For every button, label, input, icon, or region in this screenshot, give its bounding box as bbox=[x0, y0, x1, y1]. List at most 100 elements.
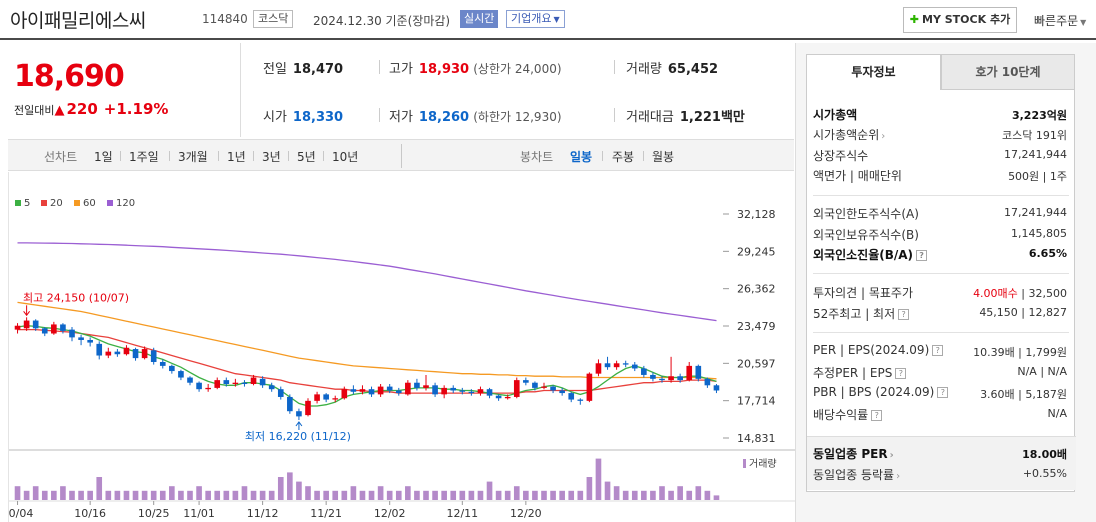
sector-per-row: 동일업종 PER › 18.00배 bbox=[813, 447, 1067, 461]
candle-body bbox=[314, 394, 320, 401]
x-tick-label: 12/20 bbox=[510, 507, 542, 520]
volume-bar bbox=[513, 486, 520, 500]
tab-hoga-10[interactable]: 호가 10단계 bbox=[941, 54, 1075, 90]
candle-monthly[interactable]: 월봉 bbox=[652, 150, 675, 164]
help-icon[interactable]: ? bbox=[898, 309, 910, 320]
period-1year[interactable]: 1년 bbox=[227, 150, 246, 164]
period-3month[interactable]: 3개월 bbox=[178, 150, 208, 164]
volume-bar bbox=[169, 486, 175, 500]
y-tick-label: 26,362 bbox=[737, 283, 776, 296]
candle-body bbox=[141, 349, 148, 359]
candle-body bbox=[268, 385, 275, 390]
candle-body bbox=[214, 380, 221, 388]
market-cap-rank-row[interactable]: 시가총액순위 › 코스닥 191위 bbox=[813, 128, 1067, 142]
volume-bar bbox=[395, 490, 402, 500]
help-icon[interactable]: ? bbox=[937, 387, 949, 398]
volume-bar bbox=[105, 490, 112, 500]
period-1day[interactable]: 1일 bbox=[94, 150, 113, 164]
chevron-down-icon: ▼ bbox=[553, 15, 560, 24]
candle-weekly[interactable]: 주봉 bbox=[612, 150, 635, 164]
volume-bar bbox=[60, 486, 66, 500]
y-tick-label: 32,128 bbox=[737, 208, 776, 221]
quick-order-dropdown[interactable]: 빠른주문 ▼ bbox=[1034, 12, 1086, 29]
legend-swatch-60 bbox=[74, 200, 80, 206]
volume-bar bbox=[532, 490, 538, 500]
help-icon[interactable]: ? bbox=[871, 410, 883, 421]
price-change: 전일대비▲ 220 +1.19% bbox=[14, 100, 168, 118]
help-icon[interactable]: ? bbox=[895, 368, 907, 379]
sector-change-row: 동일업종 등락률 › +0.55% bbox=[813, 467, 1067, 482]
line-chart-label: 선차트 bbox=[44, 150, 78, 164]
stock-code: 114840 bbox=[202, 12, 248, 26]
candle-body bbox=[277, 389, 284, 397]
x-tick-label: 12/02 bbox=[374, 507, 406, 520]
volume-bar bbox=[341, 490, 348, 500]
candle-body bbox=[187, 377, 193, 383]
candle-body bbox=[132, 349, 139, 359]
divider bbox=[218, 151, 219, 161]
divider bbox=[602, 151, 603, 161]
help-icon[interactable]: ? bbox=[916, 250, 928, 261]
candle-body bbox=[96, 343, 103, 356]
candle-body bbox=[350, 389, 357, 392]
volume-bar bbox=[150, 490, 157, 500]
candle-body bbox=[377, 386, 384, 395]
period-3year[interactable]: 3년 bbox=[262, 150, 281, 164]
candle-body bbox=[677, 376, 683, 381]
candle-body bbox=[150, 350, 157, 362]
volume-bar bbox=[477, 490, 484, 500]
y-tick-label: 14,831 bbox=[737, 432, 776, 445]
candle-body bbox=[668, 376, 674, 381]
volume-bar bbox=[541, 490, 547, 500]
volume-bar bbox=[405, 486, 411, 500]
candle-body bbox=[513, 380, 520, 397]
volume-bar bbox=[223, 490, 230, 500]
divider bbox=[401, 144, 402, 168]
volume-legend-swatch bbox=[743, 459, 746, 468]
period-1week[interactable]: 1주일 bbox=[129, 150, 159, 164]
candle-body bbox=[477, 389, 484, 394]
volume-bar bbox=[314, 490, 320, 500]
x-tick-label: 11/21 bbox=[310, 507, 342, 520]
lower-limit: (하한가 12,930) bbox=[473, 110, 562, 124]
volume-bar bbox=[259, 490, 266, 500]
company-overview-dropdown[interactable]: 기업개요 ▼ bbox=[506, 10, 565, 28]
candle-body bbox=[641, 368, 647, 375]
legend-swatch-20 bbox=[41, 200, 47, 206]
volume-bar bbox=[277, 477, 284, 500]
candle-body bbox=[405, 382, 411, 395]
candle-daily[interactable]: 일봉 bbox=[570, 150, 593, 164]
volume-bar bbox=[550, 490, 556, 500]
up-triangle-icon: ▲ bbox=[54, 103, 65, 118]
candle-body bbox=[123, 347, 130, 355]
realtime-badge[interactable]: 실시간 bbox=[460, 10, 499, 28]
volume-bar bbox=[641, 490, 647, 500]
volume-bar bbox=[187, 490, 193, 500]
period-5year[interactable]: 5년 bbox=[297, 150, 316, 164]
volume-bar bbox=[268, 490, 275, 500]
period-10year[interactable]: 10년 bbox=[332, 150, 359, 164]
volume-bar bbox=[423, 490, 429, 500]
upper-limit: (상한가 24,000) bbox=[473, 62, 562, 76]
volume-bar bbox=[613, 486, 620, 500]
add-mystock-button[interactable]: ✚ MY STOCK 추가 bbox=[903, 7, 1017, 33]
tab-invest-info[interactable]: 투자정보 bbox=[806, 54, 941, 90]
candlestick-chart[interactable]: 5 20 60 120 32,128 29,245 26,362 23,479 20,597 17… bbox=[8, 172, 795, 522]
candle-body bbox=[577, 399, 584, 401]
volume-bar bbox=[14, 486, 21, 500]
candle-body bbox=[713, 385, 720, 391]
foreign-ratio-row: 외국인소진율(B/A)? 6.65% bbox=[813, 247, 1067, 262]
volume-bar bbox=[296, 481, 302, 500]
volume-bar bbox=[414, 490, 420, 500]
volume-bar bbox=[32, 486, 39, 500]
candle-body bbox=[395, 390, 402, 394]
candle-body bbox=[650, 374, 656, 379]
help-icon[interactable]: ? bbox=[932, 345, 944, 356]
opinion-target-row: 투자의견 | 목표주가 4.00매수 | 32,500 bbox=[813, 286, 1067, 300]
52week-row: 52주최고 | 최저? 45,150 | 12,827 bbox=[813, 306, 1067, 321]
volume-bar bbox=[205, 490, 211, 500]
legend-label-20: 20 bbox=[50, 198, 63, 209]
volume-bar bbox=[377, 486, 384, 500]
x-tick-label: 10/25 bbox=[138, 507, 170, 520]
candle-body bbox=[250, 377, 257, 385]
